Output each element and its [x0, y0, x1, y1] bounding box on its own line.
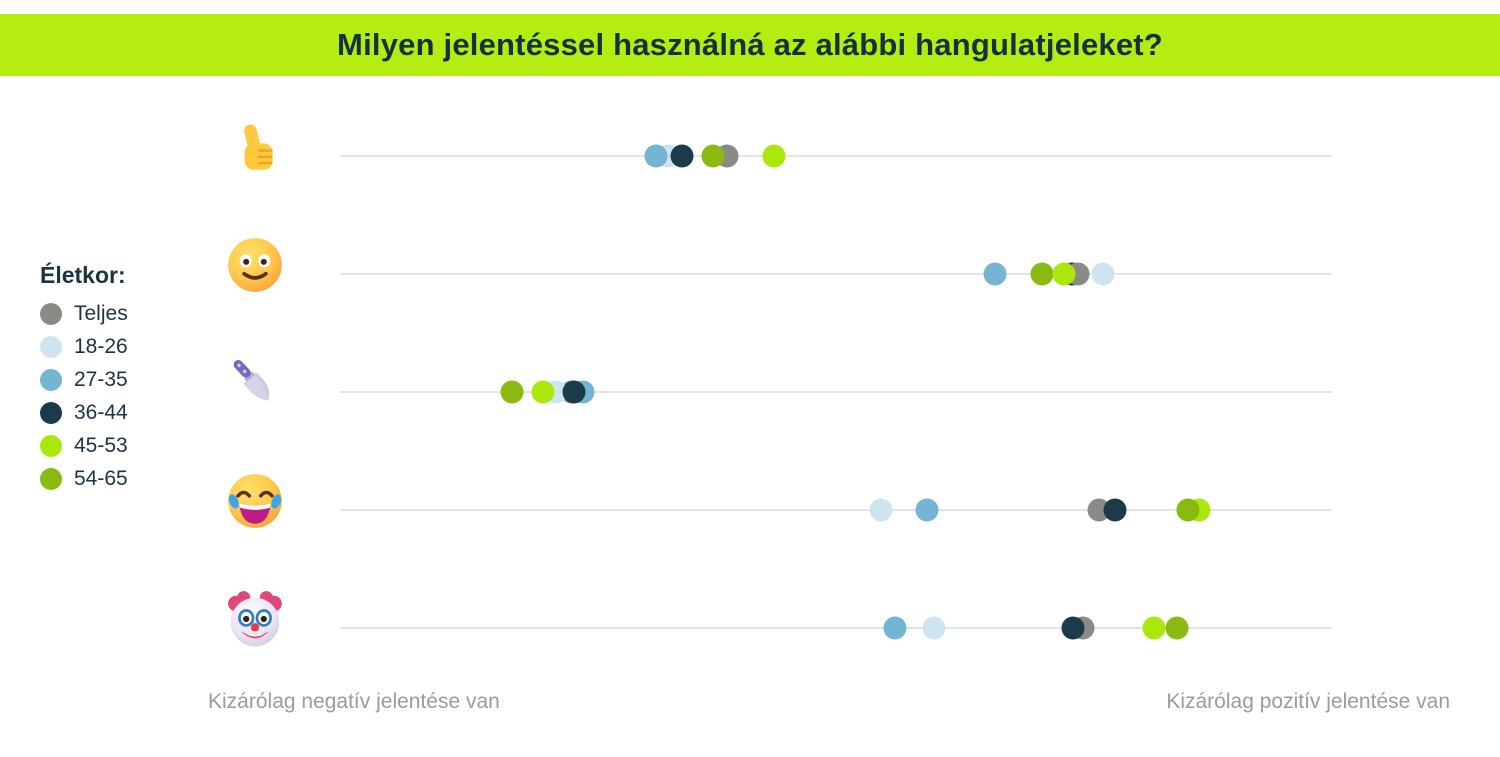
row-kitchen-knife: [340, 380, 1332, 404]
data-point-45-53: [762, 144, 785, 168]
legend-item-label: Teljes: [74, 302, 128, 325]
data-point-54-65: [701, 144, 725, 168]
legend-dot-icon: [40, 402, 62, 424]
data-point-54-65: [1165, 616, 1189, 640]
kitchen-knife-emoji-icon: [224, 352, 286, 414]
legend-item-label: 45-53: [74, 434, 128, 457]
legend-dot-icon: [40, 369, 62, 391]
legend-item-label: 27-35: [74, 368, 128, 391]
chart-track: [340, 273, 1332, 275]
row-thumbs-up: [340, 144, 1332, 168]
clown-face-emoji-icon: [224, 588, 286, 650]
legend-item-36-44: 36-44: [40, 401, 128, 425]
tears-of-joy-emoji-icon: [224, 470, 286, 532]
chart-track: [340, 627, 1332, 629]
legend-item-54-65: 54-65: [40, 467, 128, 491]
legend-item-label: 54-65: [74, 467, 128, 490]
data-point-36-44: [1103, 498, 1127, 522]
thumbs-up-emoji-icon: [224, 116, 286, 178]
title-banner: Milyen jelentéssel használná az alábbi h…: [0, 14, 1500, 76]
axis-max-label: Kizárólag pozitív jelentése van: [1166, 690, 1450, 713]
data-point-54-65: [1176, 498, 1200, 522]
legend-item-label: 36-44: [74, 401, 128, 424]
row-clown-face: [340, 616, 1332, 640]
legend-dot-icon: [40, 435, 62, 457]
row-smiling-face: [340, 262, 1332, 286]
chart-track: [340, 509, 1332, 511]
legend-items: Teljes 18-26 27-35 36-44 45-53 54-65: [40, 302, 128, 491]
data-point-45-53: [531, 380, 555, 404]
chart-track: [340, 391, 1332, 393]
data-point-54-65: [1030, 262, 1054, 286]
data-point-36-44: [670, 144, 694, 168]
chart-track: [340, 155, 1332, 157]
data-point-45-53: [1052, 262, 1076, 286]
axis-min-label: Kizárólag negatív jelentése van: [208, 690, 500, 713]
legend-item-45-53: 45-53: [40, 434, 128, 458]
page-title: Milyen jelentéssel használná az alábbi h…: [337, 27, 1163, 62]
data-point-45-53: [1142, 616, 1166, 640]
legend-title: Életkor:: [40, 262, 126, 288]
data-point-18-26: [1091, 262, 1115, 286]
legend-item-label: 18-26: [74, 335, 128, 358]
data-point-27-35: [644, 144, 668, 168]
data-point-18-26: [922, 616, 946, 640]
legend-item-27-35: 27-35: [40, 368, 128, 392]
legend-dot-icon: [40, 303, 62, 325]
row-tears-of-joy: [340, 498, 1332, 522]
data-point-36-44: [562, 380, 586, 404]
legend-dot-icon: [40, 336, 62, 358]
data-point-27-35: [883, 616, 907, 640]
data-point-27-35: [915, 498, 939, 522]
legend-item-Teljes: Teljes: [40, 302, 128, 326]
legend-dot-icon: [40, 468, 62, 490]
smiling-face-emoji-icon: [224, 234, 286, 296]
data-point-54-65: [500, 380, 524, 404]
data-point-18-26: [869, 498, 893, 522]
age-legend: Életkor: Teljes 18-26 27-35 36-44 45-53 54-65: [40, 262, 128, 500]
data-point-27-35: [983, 262, 1007, 286]
data-point-36-44: [1061, 616, 1085, 640]
legend-item-18-26: 18-26: [40, 335, 128, 359]
